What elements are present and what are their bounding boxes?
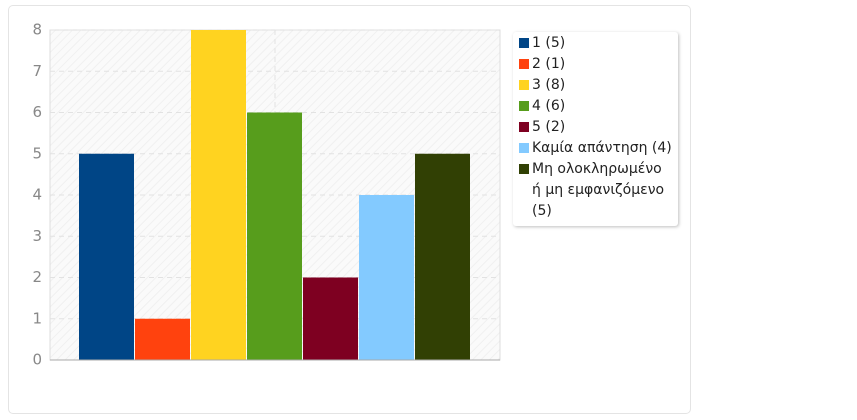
bar [135, 318, 190, 360]
bar [359, 195, 414, 360]
bar [303, 277, 358, 360]
y-tick-label: 2 [32, 268, 42, 286]
legend-swatch [519, 38, 529, 48]
legend-swatch [519, 164, 529, 174]
legend-label: 2 (1) [532, 56, 566, 72]
legend-swatch [519, 80, 529, 90]
y-tick-label: 3 [32, 227, 42, 245]
legend-item: Μη ολοκληρωμένο ή μη εμφανιζόμενο (5) [519, 159, 674, 222]
legend-swatch [519, 59, 529, 69]
legend-label: Καμία απάντηση (4) [532, 140, 672, 156]
legend-label: 4 (6) [532, 98, 566, 114]
legend-item: Καμία απάντηση (4) [519, 138, 674, 159]
legend-item: 4 (6) [519, 96, 674, 117]
y-tick-label: 1 [32, 309, 42, 327]
legend-label: 1 (5) [532, 35, 566, 51]
legend: 1 (5) 2 (1) 3 (8) 4 (6) 5 (2) Καμία απάντηση … [513, 32, 678, 226]
legend-item: 2 (1) [519, 54, 674, 75]
y-tick-label: 5 [32, 144, 42, 162]
legend-swatch [519, 143, 529, 153]
legend-item: 5 (2) [519, 117, 674, 138]
y-tick-label: 4 [32, 186, 42, 204]
bar [79, 153, 134, 360]
bar [415, 153, 470, 360]
chart-frame [8, 5, 691, 414]
legend-swatch [519, 122, 529, 132]
bar [191, 30, 246, 360]
legend-swatch [519, 101, 529, 111]
y-tick-label: 6 [32, 103, 42, 121]
legend-label: 3 (8) [532, 77, 566, 93]
legend-item: 1 (5) [519, 33, 674, 54]
y-tick-label: 7 [32, 62, 42, 80]
y-tick-label: 8 [32, 21, 42, 39]
bar [247, 112, 302, 360]
legend-label: 5 (2) [532, 119, 566, 135]
legend-item: 3 (8) [519, 75, 674, 96]
y-tick-label: 0 [32, 351, 42, 369]
legend-label: Μη ολοκληρωμένο ή μη εμφανιζόμενο (5) [532, 161, 665, 219]
